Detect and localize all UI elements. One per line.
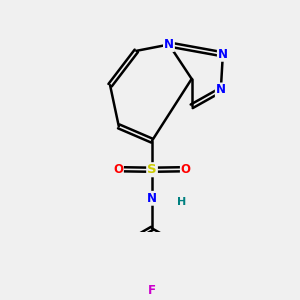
Text: N: N <box>218 48 228 61</box>
Text: S: S <box>147 163 157 176</box>
Text: H: H <box>177 197 186 207</box>
Text: F: F <box>148 284 156 297</box>
Text: N: N <box>216 83 226 97</box>
Text: O: O <box>113 163 123 176</box>
Text: N: N <box>164 38 174 51</box>
Text: N: N <box>147 192 157 205</box>
Text: O: O <box>181 163 191 176</box>
